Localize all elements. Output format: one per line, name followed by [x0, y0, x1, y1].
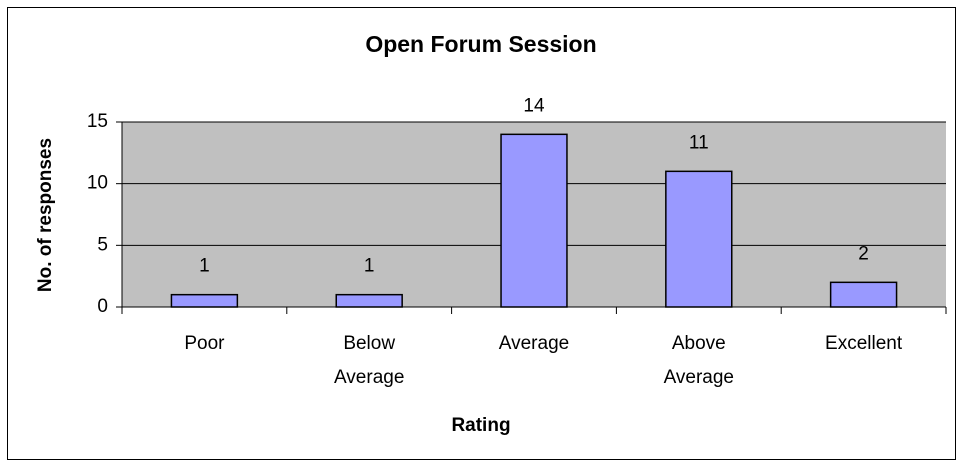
bar	[829, 281, 898, 308]
data-label: 11	[689, 132, 709, 153]
x-tick-label: Above Average	[664, 333, 734, 388]
data-label: 1	[364, 256, 375, 277]
x-axis-label: Rating	[451, 415, 510, 436]
data-label: 14	[523, 95, 545, 116]
x-tick-label: Average	[499, 333, 569, 354]
x-tick-label: Poor	[184, 333, 225, 354]
bar	[170, 293, 239, 308]
y-tick-label: 5	[97, 234, 108, 255]
y-axis-label: No. of responses	[35, 138, 56, 292]
bar	[335, 293, 403, 308]
x-tick-label: Excellent	[825, 333, 903, 354]
bar	[665, 170, 733, 308]
y-tick-label: 0	[97, 296, 108, 317]
x-tick-label: Below Average	[334, 333, 404, 388]
chart-title: Open Forum Session	[365, 31, 596, 57]
y-tick-label: 10	[87, 173, 108, 194]
data-label: 1	[199, 256, 210, 277]
bar	[500, 133, 568, 308]
y-tick-label: 15	[87, 111, 108, 132]
data-label: 2	[858, 243, 869, 264]
